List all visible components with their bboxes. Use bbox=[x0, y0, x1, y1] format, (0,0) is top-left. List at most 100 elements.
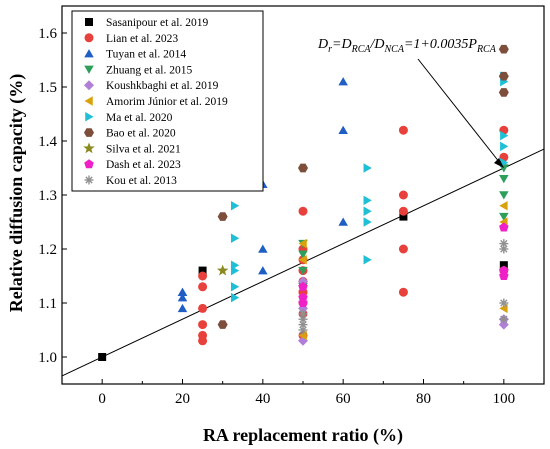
legend-marker bbox=[84, 80, 94, 91]
x-tick-label: 40 bbox=[255, 391, 270, 407]
x-tick-label: 20 bbox=[175, 391, 190, 407]
legend-label: Kou et al. 2013 bbox=[106, 175, 177, 187]
data-point bbox=[198, 320, 208, 330]
data-point bbox=[230, 201, 240, 211]
legend-label: Zhuang et al. 2015 bbox=[106, 64, 192, 76]
y-axis-title: Relative diffusion capacity (%) bbox=[6, 74, 27, 312]
data-point bbox=[499, 201, 508, 211]
legend-label: Bao et al. 2020 bbox=[106, 128, 176, 140]
data-point bbox=[363, 255, 372, 265]
legend-marker bbox=[84, 49, 94, 58]
legend-label: Koushkbaghi et al. 2019 bbox=[106, 80, 219, 92]
legend-marker bbox=[84, 96, 93, 106]
eq-d2: D bbox=[340, 37, 351, 52]
legend-label: Silva et al. 2021 bbox=[106, 143, 181, 155]
y-tick-label: 1.4 bbox=[38, 134, 57, 150]
eq-equals-2: =1+0.0035 bbox=[404, 37, 468, 52]
eq-sub-r: r bbox=[328, 44, 332, 55]
y-tick-label: 1.5 bbox=[38, 80, 57, 96]
data-point bbox=[499, 191, 509, 200]
eq-sub-nca: NCA bbox=[384, 44, 405, 55]
data-point bbox=[499, 175, 509, 184]
data-point bbox=[363, 195, 372, 206]
data-point bbox=[363, 163, 372, 173]
y-tick-label: 1.1 bbox=[38, 296, 57, 312]
data-point bbox=[98, 353, 107, 361]
data-point bbox=[500, 141, 509, 152]
x-axis-title: RA replacement ratio (%) bbox=[203, 425, 403, 446]
x-tick-label: 100 bbox=[493, 391, 516, 407]
data-points bbox=[98, 44, 509, 361]
legend-label: Amorim Júnior et al. 2019 bbox=[106, 96, 228, 108]
data-point bbox=[498, 88, 509, 97]
eq-equals-1: = bbox=[332, 37, 341, 52]
legend-label: Tuyan et al. 2014 bbox=[106, 49, 186, 61]
data-point bbox=[177, 293, 188, 302]
data-point bbox=[363, 217, 372, 227]
legend-marker bbox=[85, 18, 93, 26]
data-point bbox=[217, 320, 228, 329]
data-point bbox=[298, 255, 307, 265]
fit-equation: Dr=DRCA/DNCA=1+0.0035PRCA bbox=[317, 37, 497, 55]
legend-label: Lian et al. 2023 bbox=[106, 33, 178, 45]
eq-sub-rca: RCA bbox=[351, 44, 372, 55]
data-point bbox=[258, 266, 268, 275]
data-point bbox=[298, 163, 308, 173]
data-point bbox=[230, 233, 240, 243]
data-point bbox=[499, 314, 509, 324]
data-point bbox=[230, 282, 240, 292]
y-tick-label: 1.0 bbox=[38, 350, 57, 366]
data-point bbox=[298, 292, 308, 302]
y-tick-label: 1.3 bbox=[38, 188, 57, 204]
data-point bbox=[298, 206, 308, 216]
legend-label: Ma et al. 2020 bbox=[106, 112, 173, 124]
data-point bbox=[498, 71, 509, 81]
data-point bbox=[338, 125, 348, 134]
y-tick-label: 1.6 bbox=[38, 26, 57, 42]
eq-d3: D bbox=[373, 37, 384, 52]
data-point bbox=[298, 330, 307, 341]
legend-marker bbox=[84, 33, 94, 43]
data-point bbox=[198, 266, 207, 275]
data-point bbox=[298, 309, 308, 319]
data-point bbox=[499, 298, 509, 308]
eq-p: P bbox=[467, 37, 477, 52]
data-point bbox=[198, 271, 208, 281]
data-point bbox=[398, 206, 408, 216]
data-point bbox=[338, 217, 348, 226]
data-point bbox=[298, 238, 307, 249]
axis-ticks: 0 20 40 60 80 100 1.0 1.1 1.2 1.3 1.4 1.5 1.6 bbox=[38, 26, 545, 407]
data-point bbox=[499, 261, 508, 270]
data-point bbox=[398, 287, 408, 297]
data-point bbox=[498, 44, 509, 54]
eq-d1: D bbox=[317, 37, 328, 52]
data-point bbox=[177, 287, 188, 296]
data-point bbox=[363, 206, 372, 216]
equation-arrow bbox=[417, 58, 504, 168]
data-point bbox=[499, 303, 508, 314]
data-point bbox=[499, 212, 509, 222]
data-point bbox=[230, 292, 240, 303]
data-point bbox=[298, 266, 308, 276]
data-point bbox=[500, 130, 509, 141]
data-point bbox=[217, 212, 228, 221]
legend-marker bbox=[83, 142, 95, 154]
legend-label: Sasanipour et al. 2019 bbox=[106, 17, 208, 29]
legend-label: Dash et al. 2023 bbox=[106, 159, 181, 171]
legend-items: Sasanipour et al. 2019 Lian et al. 2023 Tu… bbox=[83, 17, 228, 187]
data-point bbox=[298, 250, 308, 259]
eq-slash: / bbox=[370, 37, 376, 52]
x-tick-label: 60 bbox=[336, 391, 351, 407]
data-point bbox=[398, 244, 408, 254]
data-point bbox=[499, 265, 509, 275]
data-point bbox=[499, 239, 509, 249]
data-point bbox=[177, 303, 188, 313]
data-point bbox=[198, 303, 208, 313]
data-point bbox=[230, 260, 240, 270]
legend-marker bbox=[84, 159, 94, 169]
legend-marker bbox=[84, 128, 94, 137]
legend: Sasanipour et al. 2019 Lian et al. 2023 Tu… bbox=[71, 10, 264, 192]
legend-box bbox=[71, 10, 264, 192]
x-tick-label: 0 bbox=[98, 391, 106, 407]
